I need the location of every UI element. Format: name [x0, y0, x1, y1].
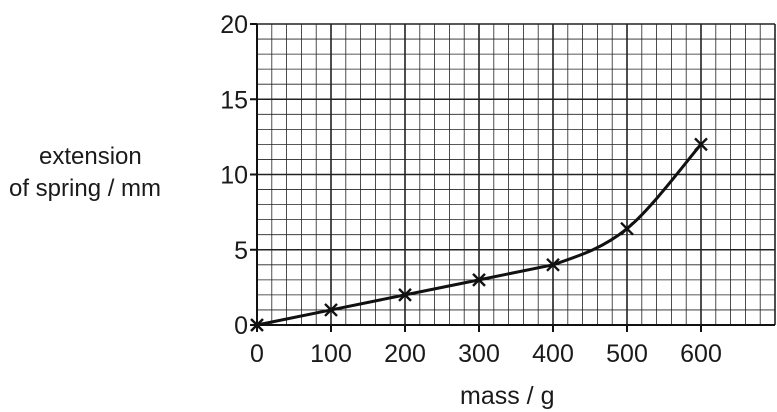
y-tick-label: 0	[234, 312, 248, 340]
x-tick-label: 600	[680, 340, 722, 368]
y-tick-label: 5	[234, 237, 248, 265]
data-point-marker	[694, 137, 708, 152]
x-tick-label: 200	[384, 340, 426, 368]
marker-stroke	[398, 288, 412, 302]
marker-stroke	[546, 257, 560, 272]
marker-stroke	[472, 273, 486, 287]
x-tick-label: 100	[310, 340, 352, 368]
data-point-marker	[250, 318, 264, 332]
marker-stroke	[250, 318, 264, 332]
marker-stroke	[324, 303, 338, 317]
marker-stroke	[620, 221, 634, 236]
data-point-marker	[546, 257, 560, 272]
axes	[250, 23, 775, 332]
x-tick-label: 300	[458, 340, 500, 368]
data-series	[250, 137, 708, 332]
x-tick-label: 500	[606, 340, 648, 368]
data-point-marker	[472, 273, 486, 287]
y-tick-label: 10	[220, 162, 248, 190]
data-point-marker	[398, 288, 412, 302]
y-tick-label: 15	[220, 86, 248, 114]
y-tick-label: 20	[220, 11, 248, 39]
data-point-marker	[620, 221, 634, 236]
x-tick-label: 0	[250, 340, 264, 368]
y-axis-label-line-2: of spring / mm	[9, 175, 162, 202]
data-point-marker	[324, 303, 338, 317]
y-axis-label-line-1: extension	[39, 143, 142, 170]
x-tick-label: 400	[532, 340, 574, 368]
x-axis-label: mass / g	[460, 382, 555, 410]
marker-stroke	[694, 137, 708, 152]
